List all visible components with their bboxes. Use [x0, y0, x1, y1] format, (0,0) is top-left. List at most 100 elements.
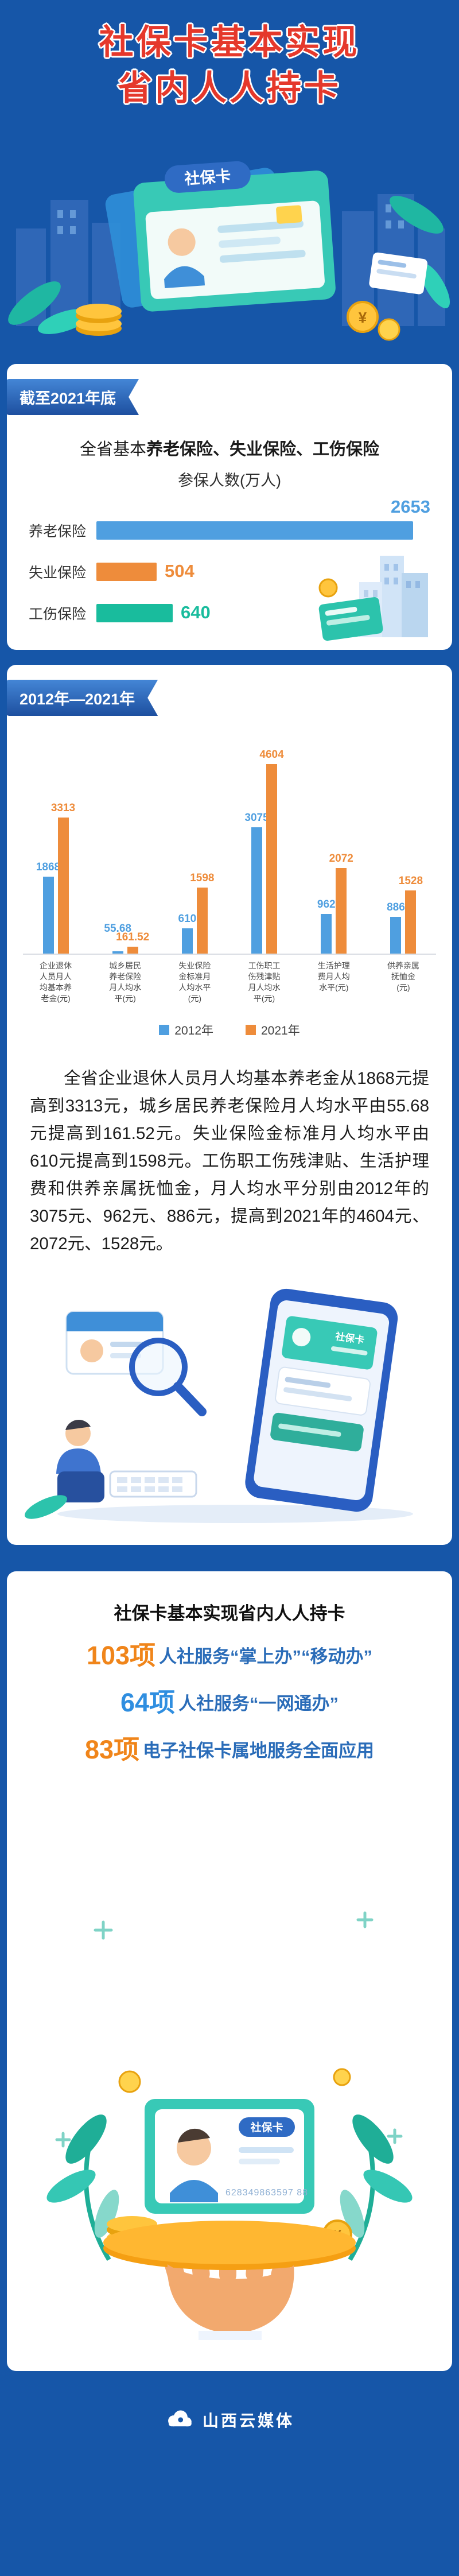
services-section: 社保卡基本实现省内人人持卡 103项 人社服务“掌上办”“移动办” 64项 人社服务… [7, 1571, 452, 2371]
decade-bar: 2072 [329, 853, 353, 954]
decade-category-text: 企业退休人员月人均基本养老金(元) [40, 961, 72, 1003]
decade-bar-group: 1868 3313 [25, 802, 86, 954]
coins-icon: ¥ [76, 301, 400, 341]
decade-category-text: 生活护理费月人均水平(元) [317, 961, 350, 992]
insured-bar-value: 2653 [391, 497, 430, 517]
decade-paragraph: 全省企业退休人员月人均基本养老金从1868元提高到3313元，城乡居民养老保险月… [30, 1069, 429, 1253]
decade-bar-value: 886 [387, 901, 405, 913]
decade-axis-labels: 企业退休人员月人均基本养老金(元) 城乡居民养老保险月人均水平(元) 失业保险金标准… [23, 955, 436, 1004]
decade-bar-value: 1528 [398, 875, 423, 887]
decade-bar: 1868 [36, 861, 60, 954]
decade-bars-area: 1868 3313 55.68 161.52 610 1598 3075 4604 962 207… [23, 749, 436, 955]
card-title-text: 社保卡 [250, 2121, 283, 2134]
decade-category-label: 企业退休人员月人均基本养老金(元) [25, 960, 86, 1004]
sparkle-icons [55, 1911, 403, 2148]
decade-bar-value: 1868 [36, 861, 61, 873]
card-number-text: 628349863597 88 [225, 2188, 308, 2198]
decade-category-text: 失业保险金标准月人均水平(元) [178, 961, 211, 1003]
brand-logo [168, 2410, 192, 2427]
buildings-illustration [318, 556, 428, 641]
decade-category-label: 失业保险金标准月人均水平(元) [164, 960, 225, 1004]
insured-category-label: 工伤保险 [29, 606, 87, 622]
service-item: 103项 人社服务“掌上办”“移动办” [7, 1634, 452, 1672]
deco-card [318, 597, 383, 641]
decade-category-label: 工伤职工伤残津贴月人均水平(元) [234, 960, 295, 1004]
brand-name: 山西云媒体 [202, 2412, 294, 2430]
decade-bar-value: 3313 [50, 802, 76, 814]
insured-bar-chart: 养老保险 2653 失业保险 504 工伤保险 640 [29, 497, 433, 623]
page-title-line2: 省内人人持卡 [118, 69, 341, 107]
leaf-decoration [8, 196, 450, 334]
service-item: 64项 人社服务“一网通办” [7, 1682, 452, 1719]
legend-swatch [159, 1025, 170, 1035]
decade-bar: 55.68 [104, 923, 131, 954]
decade-bar-group: 610 1598 [164, 872, 225, 954]
card-title-text: 社保卡 [184, 167, 231, 188]
decade-bar-group: 886 1528 [373, 875, 434, 954]
leaf-icon [25, 1495, 67, 1519]
decade-bar-value: 3075 [244, 812, 269, 824]
decade-badge: 2012年—2021年 [7, 680, 158, 716]
decade-category-label: 城乡居民养老保险月人均水平(元) [95, 960, 155, 1004]
insured-heading-bold: 养老保险、失业保险、工伤保险 [146, 440, 380, 459]
decade-bar: 3313 [51, 802, 75, 954]
insured-bar-value: 504 [165, 561, 195, 581]
decade-bar-value: 2072 [329, 853, 353, 865]
decade-category-label: 供养亲属抚恤金(元) [373, 960, 434, 1004]
legend-item: 2012年 [159, 1021, 213, 1039]
person-illustration [56, 1420, 104, 1502]
yen-icon: ¥ [359, 309, 367, 326]
magnifier-icon [129, 1338, 207, 1416]
coin-icon [318, 578, 338, 598]
decade-category-text: 工伤职工伤残津贴月人均水平(元) [248, 961, 281, 1003]
decade-category-text: 城乡居民养老保险月人均水平(元) [109, 961, 142, 1003]
page-title-line1: 社保卡基本实现 [99, 23, 360, 61]
insured-section: 截至2021年底 全省基本养老保险、失业保险、工伤保险 参保人数(万人) 养老保… [7, 364, 452, 650]
insured-bar-value: 640 [181, 602, 211, 622]
decade-bar-value: 962 [317, 898, 336, 911]
card-chip [276, 205, 302, 224]
decade-bar-value: 610 [178, 913, 197, 925]
decade-bar-value: 55.68 [104, 923, 131, 935]
insured-subheading: 参保人数(万人) [178, 472, 281, 489]
infographic-page: 社保卡基本实现 省内人人持卡 [0, 23, 459, 2469]
insured-chart-row: 养老保险 2653 [29, 497, 433, 541]
decade-bar-group: 962 2072 [304, 853, 364, 954]
insured-bar [96, 604, 173, 622]
legend-swatch [246, 1025, 256, 1035]
gold-tray [103, 2221, 356, 2270]
service-count: 103项 [86, 1641, 156, 1670]
floating-coins [118, 2068, 351, 2093]
decade-bar-value: 161.52 [116, 931, 150, 943]
decade-bar-value: 1598 [190, 872, 215, 884]
services-heading: 社保卡基本实现省内人人持卡 [114, 1603, 345, 1624]
card-title-tab [239, 2117, 295, 2137]
service-item: 83项 电子社保卡属地服务全面应用 [7, 1729, 452, 1766]
decade-bar-group: 3075 4604 [234, 749, 295, 954]
decade-bar: 886 [387, 901, 405, 954]
insured-bar-track: 2653 [96, 497, 433, 540]
hand-icon [167, 2264, 294, 2340]
card-title-tab [164, 161, 251, 193]
mini-card [369, 252, 428, 295]
decade-category-text: 供养亲属抚恤金(元) [387, 961, 419, 992]
decade-bar: 1598 [190, 872, 215, 954]
plant-right [340, 2114, 413, 2261]
insured-heading-prefix: 全省基本 [79, 440, 146, 459]
decade-section: 2012年—2021年 1868 3313 55.68 161.52 610 1598 30… [7, 665, 452, 1545]
decade-bar-chart: 1868 3313 55.68 161.52 610 1598 3075 4604 962 207… [23, 749, 436, 1004]
insured-chart-row: 失业保险 504 [29, 561, 433, 582]
page-footer: 山西云媒体 [0, 2371, 459, 2469]
legend-label: 2021年 [261, 1024, 300, 1037]
hero-illustration: 社保卡 ¥ [8, 161, 450, 341]
decade-bar: 1528 [399, 875, 423, 954]
keyboard-illustration [109, 1470, 197, 1498]
insured-bar-track: 504 [96, 561, 433, 581]
service-count: 83项 [84, 1735, 140, 1764]
service-card: 社保卡 628349863597 88 [145, 2099, 314, 2214]
legend-item: 2021年 [246, 1021, 300, 1039]
insured-category-label: 养老保险 [29, 524, 87, 540]
decade-bar: 610 [178, 913, 196, 954]
service-text: 电子社保卡属地服务全面应用 [143, 1741, 375, 1761]
hand-card-illustration: ¥ 社保卡 628349863597 88 [46, 1911, 413, 2340]
